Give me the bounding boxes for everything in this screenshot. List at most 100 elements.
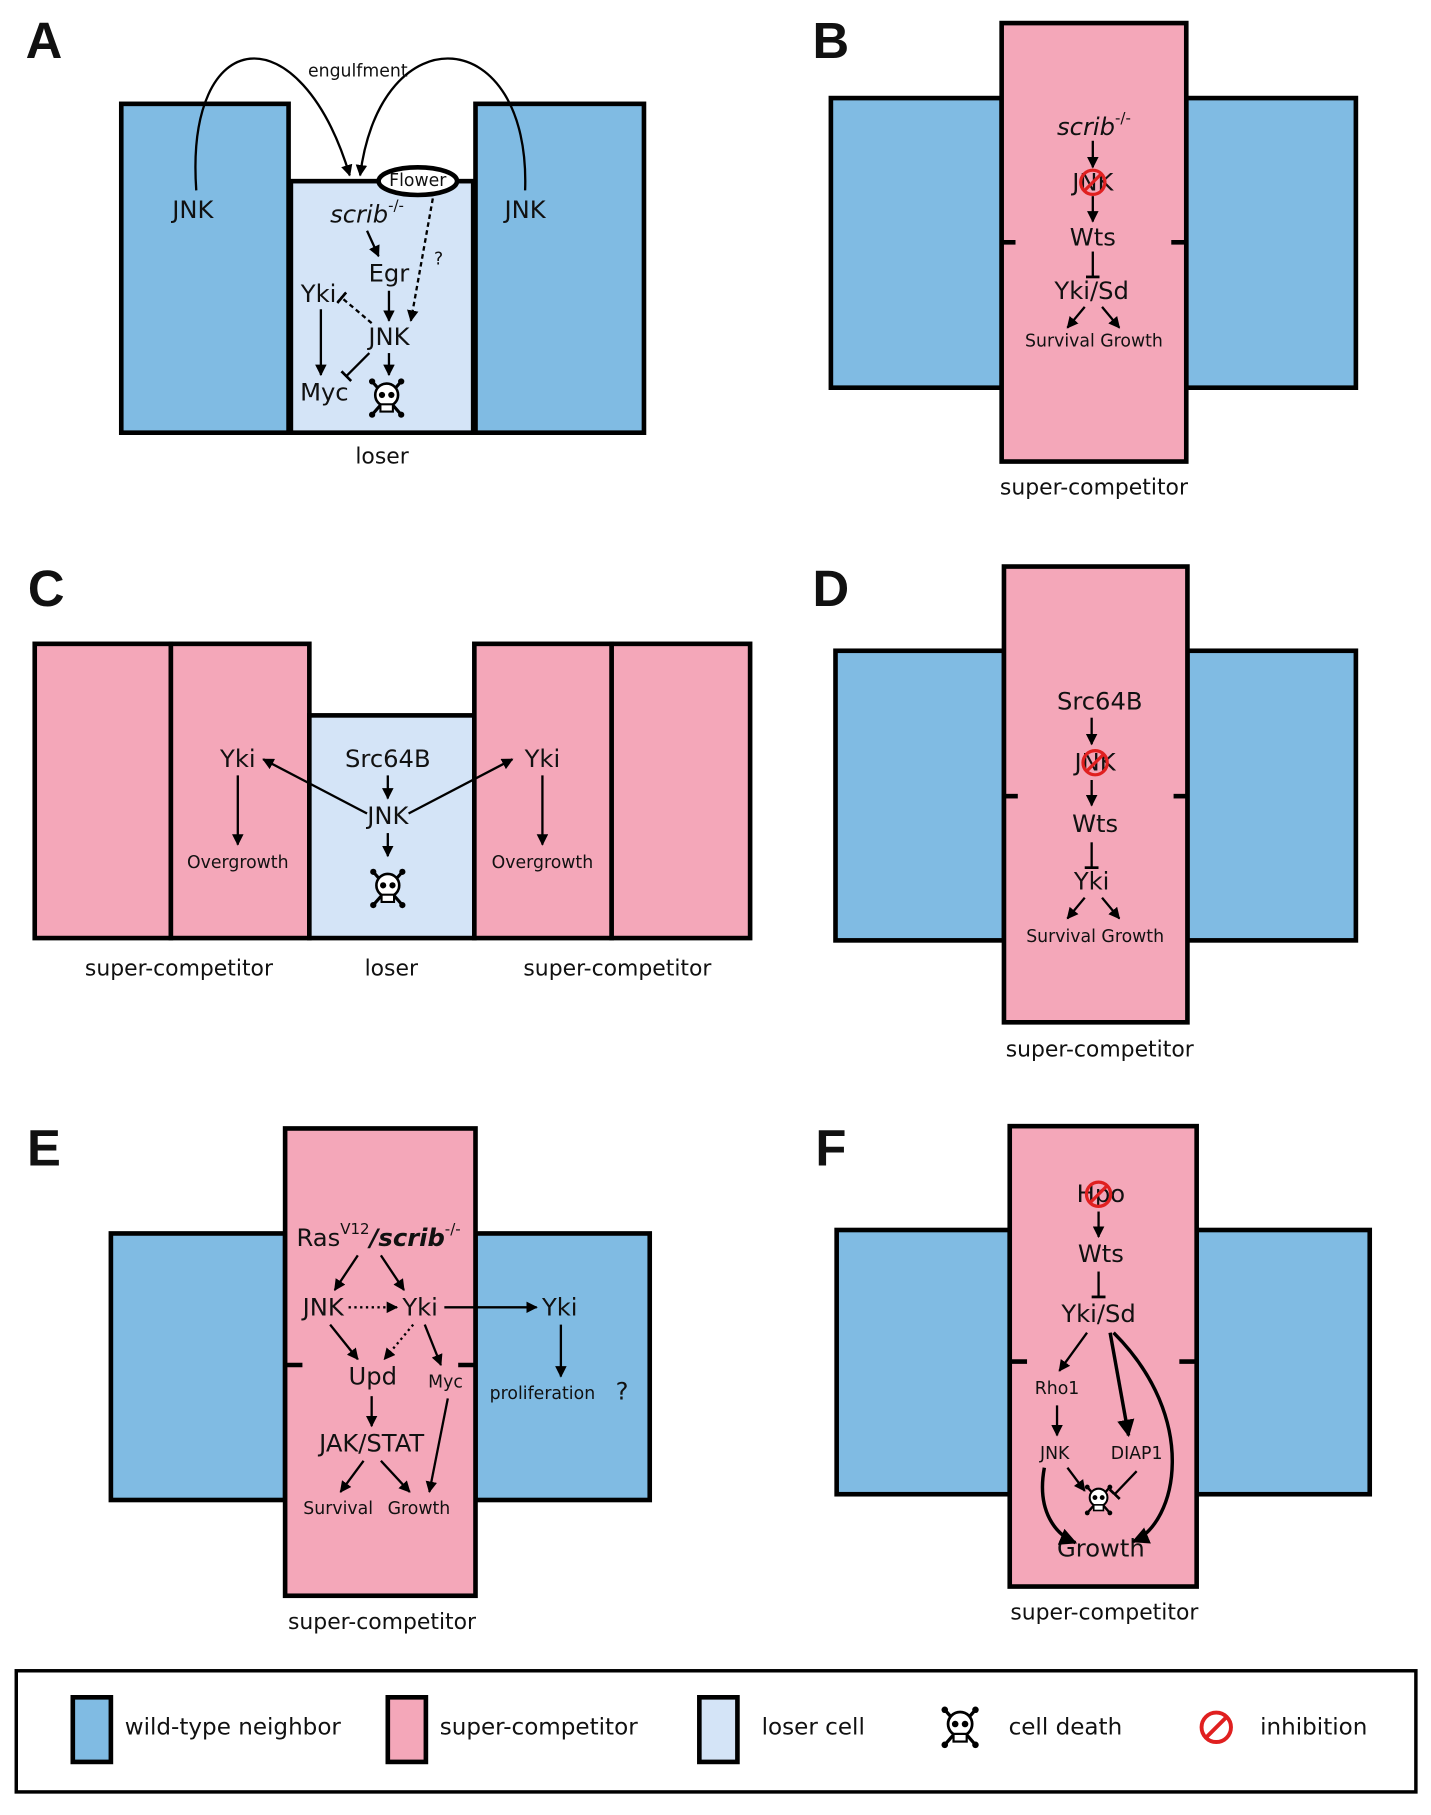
node: Survival Growth [1025, 332, 1163, 352]
panel-b: B scrib-/- JNK Wts Yki/Sd Survival Growt… [813, 12, 1359, 501]
arrow [379, 1254, 405, 1291]
node: Egr [369, 259, 410, 287]
superscript: -/- [445, 1220, 461, 1238]
caption: loser [355, 444, 408, 469]
panel-label: E [27, 1120, 61, 1177]
superscript: -/- [388, 197, 404, 215]
inhibit [1108, 1470, 1138, 1501]
annotation: ? [616, 1378, 629, 1406]
node: Yki [524, 745, 561, 773]
caption: super-competitor [85, 957, 273, 982]
panel-label: C [28, 560, 65, 617]
cell [108, 1231, 288, 1503]
legend-label: loser cell [762, 1714, 865, 1740]
arrow [1040, 1467, 1078, 1545]
node-text: /scrib [367, 1224, 445, 1252]
node: Wts [1078, 1240, 1124, 1268]
legend-label: cell death [1009, 1714, 1123, 1740]
arrow [1108, 1332, 1135, 1438]
node: Myc [300, 378, 349, 406]
node: Yki/Sd [1053, 277, 1128, 305]
node: Hpo [1077, 1180, 1125, 1208]
node: Wts [1072, 810, 1118, 838]
panel-label: B [813, 12, 850, 69]
node: Flower [389, 171, 447, 191]
node: Overgrowth [492, 853, 593, 873]
legend-label: wild-type neighbor [125, 1714, 342, 1740]
panel-d: D Src64B JNK Wts Yki Survival Growth sup… [813, 560, 1359, 1063]
cell [1183, 95, 1359, 390]
node: Yki/Sd [1060, 1300, 1135, 1328]
node: Overgrowth [187, 853, 288, 873]
flower [376, 164, 460, 198]
legend-label: inhibition [1260, 1714, 1367, 1740]
node: Rho1 [1035, 1379, 1080, 1399]
cell [1194, 1227, 1373, 1497]
arrow [1101, 306, 1121, 329]
caption: super-competitor [288, 1610, 476, 1635]
arrow [262, 758, 368, 815]
cell [32, 641, 174, 941]
node: Yki [219, 745, 256, 773]
caption: super-competitor [1006, 1038, 1194, 1063]
node: Yki [541, 1293, 578, 1321]
arrow [1112, 1331, 1174, 1544]
node: Yki [401, 1293, 438, 1321]
node: Survival [303, 1499, 373, 1519]
node: Yki [1073, 868, 1110, 896]
node: JNK [503, 196, 547, 224]
legend: wild-type neighbor super-competitor lose… [14, 1669, 1418, 1794]
cell [282, 1126, 478, 1599]
arrow [1101, 896, 1121, 920]
arrow [1066, 1467, 1086, 1492]
arrow [425, 1398, 449, 1494]
arrow [383, 1323, 415, 1361]
arrow [339, 1460, 365, 1493]
inhibit [336, 291, 373, 324]
arrow [1066, 896, 1086, 920]
annotation: ? [434, 250, 443, 270]
node: DIAP1 [1111, 1444, 1163, 1464]
node: JNK [366, 323, 410, 351]
node: RasV12/scrib-/- [296, 1220, 460, 1252]
panel-e: E RasV12/scrib-/- JNK Yki Yki Upd Myc pr… [27, 1120, 653, 1635]
arrow [329, 1323, 359, 1361]
node: proliferation [490, 1384, 595, 1404]
arrow [380, 1459, 411, 1493]
superscript: V12 [340, 1220, 369, 1238]
cell [168, 641, 312, 941]
node: Yki [300, 280, 337, 308]
node: Src64B [1057, 688, 1143, 716]
arrow [1066, 306, 1086, 329]
node: scrib-/- [330, 197, 404, 229]
cell [1001, 564, 1190, 1025]
arrow [355, 57, 527, 191]
node: Upd [349, 1363, 397, 1391]
panel-label: F [815, 1120, 846, 1177]
arrow [194, 57, 353, 191]
node: JNK [301, 1293, 345, 1321]
cell [828, 95, 1004, 390]
legend-swatch [697, 1695, 740, 1765]
node: JNK [1039, 1444, 1070, 1464]
node: Myc [428, 1372, 463, 1392]
legend-swatch [70, 1695, 114, 1765]
node-text: scrib [330, 201, 388, 229]
node: JNK [170, 196, 214, 224]
node: Survival Growth [1026, 927, 1164, 947]
caption: loser [365, 957, 418, 982]
panel-label: D [813, 560, 850, 617]
cell [609, 641, 753, 941]
legend-swatch [385, 1695, 429, 1765]
arrow [408, 758, 514, 815]
cell [118, 101, 291, 435]
arrow [365, 230, 380, 258]
caption: super-competitor [1010, 1601, 1198, 1626]
arrow [423, 1324, 443, 1367]
caption: super-competitor [1000, 476, 1188, 501]
node: JAK/STAT [317, 1429, 424, 1457]
superscript: -/- [1115, 109, 1131, 127]
annotation: engulfment [308, 62, 408, 82]
cell [473, 1231, 653, 1503]
